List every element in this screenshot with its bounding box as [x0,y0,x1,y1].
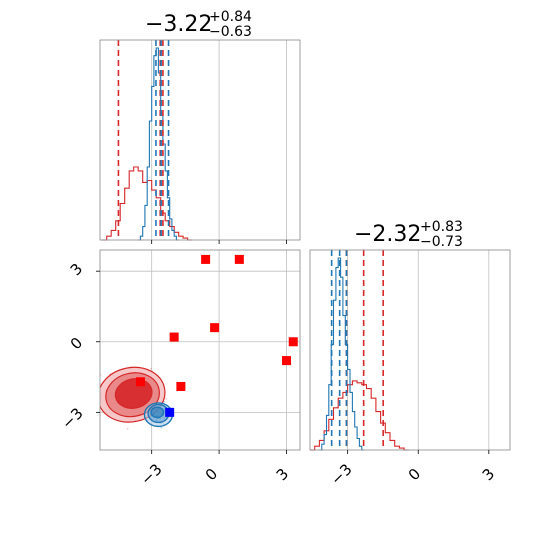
red-square-marker-3 [210,323,220,333]
scatter-x-tick-label-3: 3 [273,465,292,484]
red-square-marker-5 [176,381,186,391]
title-param2: −2.32 [354,222,421,247]
scatter-y-tick-label-neg3: −3 [58,404,86,432]
red-sample-point [150,367,152,370]
hist2-x-tick-label-3: 3 [479,465,498,484]
quantile-lines-param1 [117,40,170,240]
hist2-x-tick-label-neg3: −3 [327,460,355,488]
histogram-frame-param1 [99,39,301,241]
histogram-grid-param1 [151,40,287,240]
title-param1-value: −3.22 [145,12,212,37]
histogram-series-param1 [102,47,193,241]
scatter-grid [100,250,300,450]
histogram-panel-param1: −3.22 +0.84 −0.63 [99,9,301,244]
title-param1-lower: −0.63 [209,24,252,40]
red-sample-point [92,407,94,409]
red-square-marker-4 [135,377,145,387]
title-param1-upper: +0.84 [209,9,252,25]
histogram-series-param2 [310,257,409,451]
scatter-x-tick-label-0: 0 [202,465,221,484]
title-param2-lower: −0.73 [420,234,463,250]
scatter-body [90,254,298,430]
red-square-marker-0 [201,254,211,264]
red-square-marker-7 [288,337,298,347]
histogram-grid-param2 [347,250,490,450]
param1-hist-blue [138,47,179,241]
scatter-y-tick-label-0: 0 [67,334,86,353]
scatter-x-tick-label-neg3: −3 [137,460,165,488]
title-param1: −3.22 [145,12,212,37]
histogram-ticks-param2 [347,450,490,454]
scatter-frame [99,249,301,451]
blue-sample-point [160,426,163,429]
param2-hist-red [310,380,409,451]
red-square-marker-1 [234,254,244,264]
scatter-y-tick-label-3: 3 [67,260,86,279]
scatter-ticks [96,270,287,454]
red-square-marker-6 [282,356,292,366]
red-sample-point [90,387,92,389]
red-square-marker-2 [169,332,179,342]
param2-hist-blue [319,257,365,451]
blue-square-marker [165,407,175,417]
histogram-frame-param2 [309,249,511,451]
title-param2-value: −2.32 [354,222,421,247]
hist2-x-tick-label-0: 0 [405,465,424,484]
histogram-ticks-param1 [151,240,287,244]
quantile-lines-param2 [330,250,384,450]
histogram-panel-param2: −3 0 3 −2.32 +0.83 −0.73 [309,219,511,489]
blue-contour-inner [150,406,165,419]
red-sample-point [126,427,129,430]
title-param2-upper: +0.83 [420,219,463,235]
red-sample-point [165,397,168,400]
scatter-panel: −3 0 3 3 0 −3 [58,249,301,489]
